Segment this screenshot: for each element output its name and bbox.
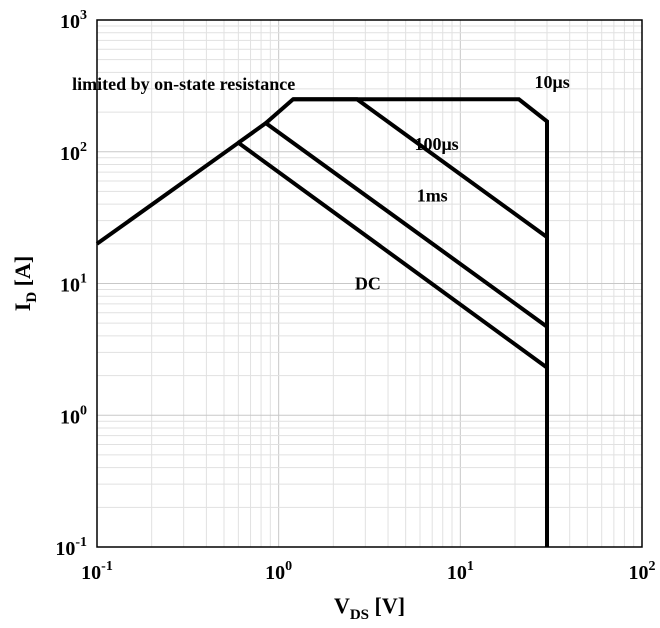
grid (96, 20, 642, 548)
y-tick-label: 102 (60, 140, 87, 165)
y-tick-label: 100 (60, 403, 87, 428)
x-tick-label: 100 (265, 559, 292, 584)
plot-frame (96, 19, 643, 548)
annotation-on-state: limited by on-state resistance (72, 74, 295, 94)
annotation-100us-label: 100μs (414, 134, 458, 154)
x-axis-label: VDS [V] (334, 593, 405, 623)
annotations: limited by on-state resistance 10μs 100μs 1… (72, 72, 570, 294)
tick-labels: 10-1 100 101 102 10-1 100 101 102 103 (55, 8, 655, 584)
annotation-1ms-label: 1ms (417, 185, 448, 205)
x-tick-label: 102 (629, 559, 656, 584)
y-tick-label: 10-1 (55, 535, 87, 560)
x-tick-label: 10-1 (81, 559, 113, 584)
series-layer (95, 97, 549, 547)
annotation-10us-label: 10μs (534, 72, 569, 92)
y-tick-label: 101 (60, 272, 87, 297)
annotation-dc-label: DC (355, 274, 381, 294)
series-line-100us (264, 97, 549, 239)
x-tick-label: 101 (447, 559, 474, 584)
series-line-10us (293, 97, 549, 547)
y-tick-label: 103 (60, 8, 87, 33)
series-line-dc (95, 140, 549, 370)
y-axis-label: ID [A] (10, 256, 40, 311)
